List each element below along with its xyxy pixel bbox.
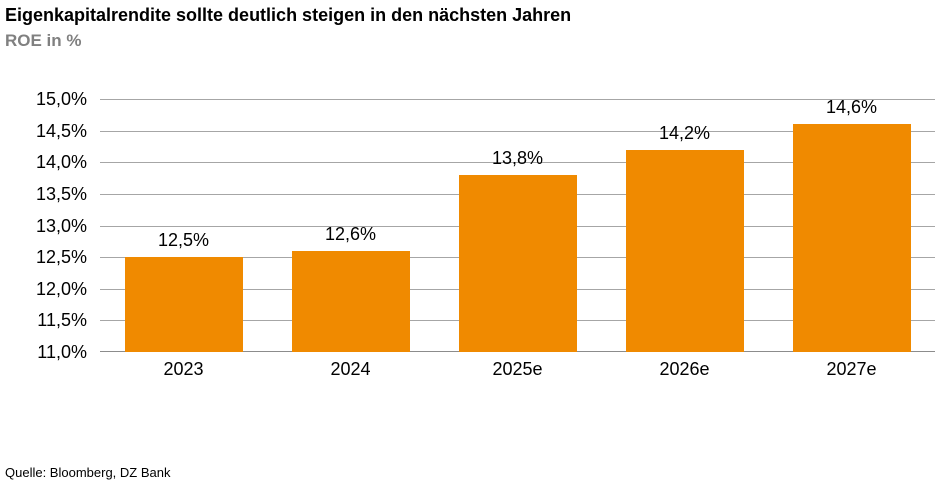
gridline: [100, 162, 935, 163]
bar-value-label: 12,5%: [157, 230, 210, 250]
plot-area: 12,5% 12,6% 13,8% 14,2% 14,6%: [100, 97, 935, 352]
y-tick-label: 14,0%: [35, 152, 87, 172]
bar-2023: [125, 257, 243, 352]
gridline: [100, 131, 935, 132]
y-tick-label: 11,0%: [37, 342, 87, 362]
x-tick-label: 2025e: [492, 359, 543, 379]
x-tick-label: 2027e: [826, 359, 877, 379]
bar-2025e: [459, 175, 577, 352]
y-tick-label: 14,5%: [35, 121, 87, 141]
bar-2027e: [793, 124, 911, 352]
bar-value-label: 14,2%: [658, 123, 711, 143]
gridline: [100, 99, 935, 100]
y-axis-labels: 15,0% 14,5% 14,0% 13,5% 13,0% 12,5% 12,0% 11,5%…: [0, 90, 87, 361]
y-tick-label: 12,0%: [35, 279, 87, 299]
y-tick-label: 13,0%: [35, 216, 87, 236]
y-tick-label: 15,0%: [35, 89, 87, 109]
y-tick-label: 12,5%: [35, 247, 87, 267]
bar-value-label: 12,6%: [324, 224, 377, 244]
x-axis-labels: 2023 2024 2025e 2026e 2027e: [100, 352, 935, 384]
source-note: Quelle: Bloomberg, DZ Bank: [5, 465, 171, 480]
x-tick-label: 2023: [163, 359, 204, 379]
chart-subtitle: ROE in %: [5, 31, 82, 50]
bar-2026e: [626, 150, 744, 352]
x-tick-label: 2024: [330, 359, 371, 379]
bar-value-label: 14,6%: [825, 97, 878, 117]
bar-2024: [292, 251, 410, 352]
bar-value-label: 13,8%: [491, 148, 544, 168]
y-tick-label: 11,5%: [37, 310, 87, 330]
y-tick-label: 13,5%: [35, 184, 87, 204]
chart-title: Eigenkapitalrendite sollte deutlich stei…: [5, 5, 572, 25]
x-tick-label: 2026e: [659, 359, 710, 379]
